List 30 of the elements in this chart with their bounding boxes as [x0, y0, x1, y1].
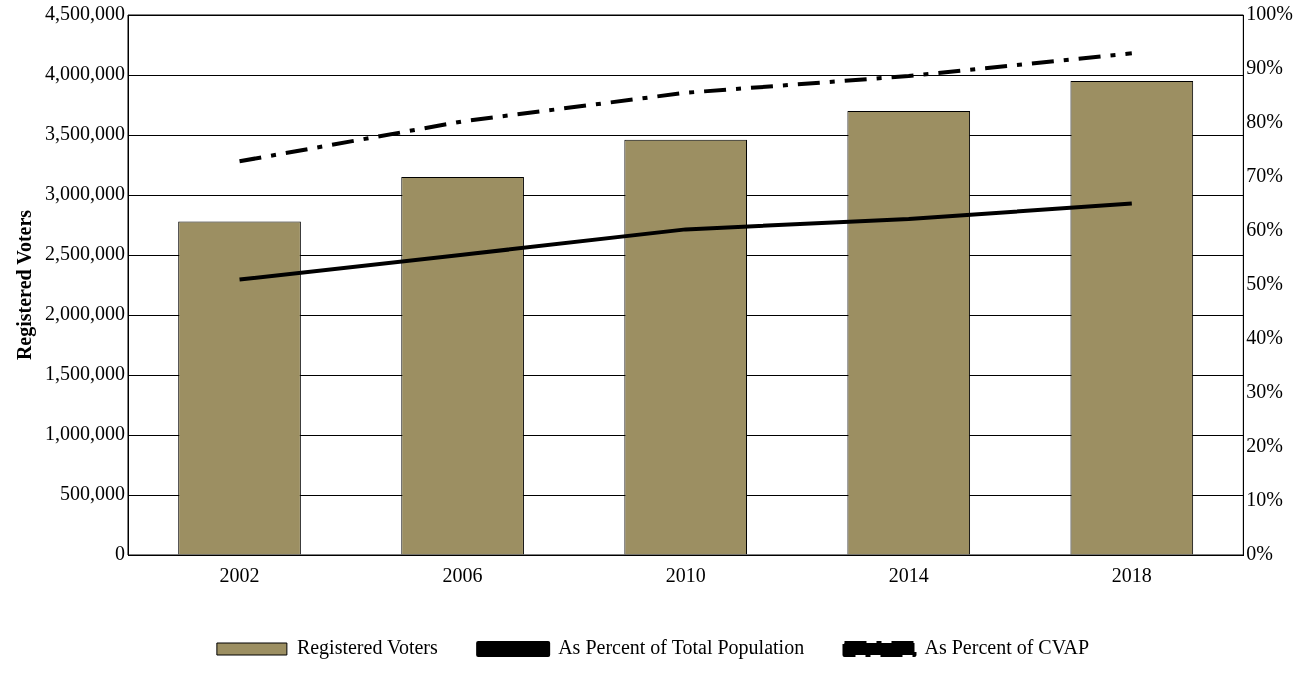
y2-tick-label: 10%: [1246, 488, 1284, 511]
y2-tick-label: 60%: [1246, 218, 1284, 241]
legend-label: Registered Voters: [296, 636, 439, 660]
y-tick-label: 3,500,000: [45, 122, 125, 145]
y2-tick-label: 90%: [1246, 56, 1284, 79]
x-tick-label: 2006: [442, 564, 483, 587]
y-tick-label: 1,500,000: [45, 362, 125, 385]
y-tick-label: 2,500,000: [45, 242, 125, 265]
legend-label: As Percent of Total Population: [558, 636, 805, 660]
legend-label: As Percent of CVAP: [924, 636, 1090, 659]
y-tick-label: 0: [115, 542, 125, 565]
y-tick-label: 4,500,000: [45, 2, 125, 25]
y2-tick-label: 80%: [1246, 110, 1284, 133]
y2-tick-label: 100%: [1246, 2, 1294, 25]
y2-tick-label: 0%: [1246, 542, 1274, 565]
y-tick-label: 500,000: [60, 482, 125, 505]
y-axis-title: Registered Voters: [13, 209, 37, 361]
y2-tick-label: 70%: [1246, 164, 1284, 187]
y2-tick-label: 40%: [1246, 326, 1284, 349]
x-tick-label: 2002: [219, 564, 260, 587]
x-tick-label: 2014: [888, 564, 929, 587]
x-tick-label: 2010: [665, 564, 706, 587]
y-tick-label: 1,000,000: [45, 422, 125, 445]
x-tick-label: 2018: [1111, 564, 1152, 587]
y2-tick-label: 30%: [1246, 380, 1284, 403]
y2-tick-label: 50%: [1246, 272, 1284, 295]
y2-tick-label: 20%: [1246, 434, 1284, 457]
y-tick-label: 2,000,000: [45, 302, 125, 325]
y-tick-label: 3,000,000: [45, 182, 125, 205]
y-tick-label: 4,000,000: [45, 62, 125, 85]
